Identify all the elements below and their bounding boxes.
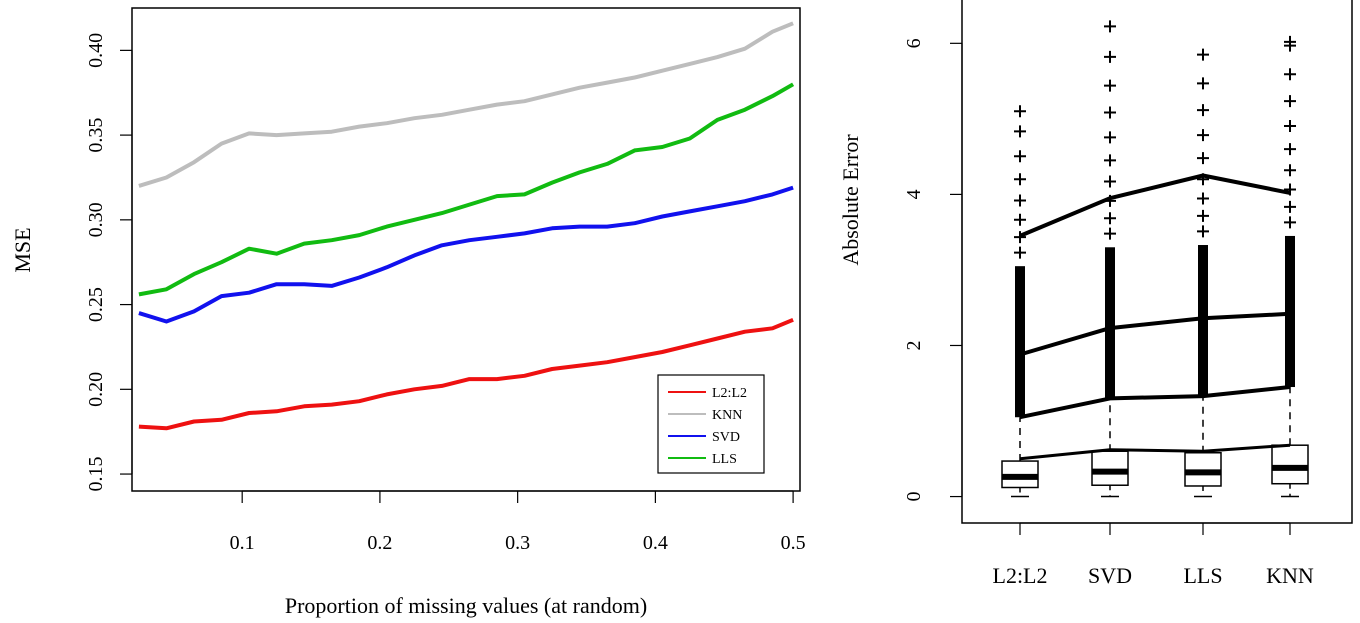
x-tick-label: L2:L2 (993, 563, 1048, 588)
outlier-marker (1197, 77, 1209, 90)
outlier-marker (1104, 131, 1116, 144)
series-line-svd (138, 185, 794, 324)
outlier-marker (1284, 68, 1296, 81)
box (1091, 450, 1129, 486)
overlay-line (1019, 385, 1291, 420)
outlier-band (1285, 235, 1295, 388)
outlier-marker (1197, 209, 1209, 222)
outlier-marker (1284, 183, 1296, 196)
outlier-marker (1197, 129, 1209, 142)
outlier-marker (1104, 227, 1116, 240)
outlier-marker (1197, 48, 1209, 61)
y-axis: 0.15 0.20 0.25 0.30 0.35 0.40 (85, 33, 133, 492)
y-tick-label: 4 (903, 189, 925, 199)
outlier-marker (1197, 104, 1209, 117)
overlay-lines (1019, 173, 1291, 461)
outlier-marker (1197, 225, 1209, 238)
legend-label: SVD (712, 430, 740, 445)
boxplot-svd (1091, 20, 1129, 498)
y-tick-label: 6 (903, 38, 925, 48)
outlier-marker (1104, 50, 1116, 63)
outlier-marker (1284, 35, 1296, 48)
y-tick-label: 0.40 (85, 33, 107, 68)
x-tick-label: KNN (1266, 563, 1314, 588)
boxplots (1001, 20, 1309, 498)
legend-label: L2:L2 (712, 386, 747, 401)
absolute-error-boxplot: 0 2 4 6 L2:L2 SVD LLS KNN Absolute Error (838, 0, 1353, 588)
overlay-line (1019, 311, 1291, 357)
outlier-marker (1284, 164, 1296, 177)
outlier-marker (1284, 143, 1296, 156)
outlier-marker (1284, 200, 1296, 213)
x-tick-label: 0.3 (505, 532, 530, 554)
outlier-marker (1014, 125, 1026, 138)
x-tick-label: 0.5 (781, 532, 806, 554)
series-line-l2-l2 (138, 317, 794, 431)
outlier-marker (1014, 194, 1026, 207)
outlier-marker (1284, 120, 1296, 133)
x-tick-label: 0.2 (367, 532, 392, 554)
y-tick-label: 0 (903, 492, 925, 502)
x-tick-label: SVD (1088, 563, 1132, 588)
outlier-marker (1104, 106, 1116, 119)
outlier-band (1198, 245, 1208, 397)
outlier-marker (1014, 150, 1026, 163)
overlay-line (1019, 173, 1291, 238)
x-axis: L2:L2 SVD LLS KNN (993, 522, 1314, 588)
outlier-band (1105, 247, 1115, 399)
series-line-knn (138, 21, 794, 188)
outlier-marker (1284, 216, 1296, 229)
outlier-marker (1014, 231, 1026, 244)
series-line-lls (138, 82, 795, 297)
outlier-marker (1014, 246, 1026, 259)
box (1184, 451, 1222, 487)
x-tick-label: 0.4 (643, 532, 668, 554)
boxplot-lls (1184, 48, 1222, 498)
y-axis-label: Absolute Error (838, 134, 863, 266)
overlay-line (1019, 443, 1291, 461)
legend-label: LLS (712, 452, 737, 467)
outlier-marker (1014, 173, 1026, 186)
x-axis: 0.1 0.2 0.3 0.4 0.5 (230, 490, 806, 554)
legend: L2:L2 KNN SVD LLS (657, 374, 765, 474)
y-tick-label: 2 (903, 340, 925, 350)
boxplot-knn (1271, 35, 1309, 498)
outlier-marker (1014, 213, 1026, 226)
y-tick-label: 0.15 (85, 457, 107, 492)
y-axis: 0 2 4 6 (903, 38, 963, 502)
series-lines (138, 21, 795, 431)
y-tick-label: 0.35 (85, 118, 107, 153)
outlier-marker (1104, 154, 1116, 167)
outlier-marker (1284, 95, 1296, 108)
outlier-marker (1014, 105, 1026, 118)
x-tick-label: LLS (1183, 563, 1222, 588)
legend-label: KNN (712, 408, 742, 423)
outlier-band (1015, 266, 1025, 418)
y-axis-label: MSE (10, 227, 35, 272)
outlier-marker (1104, 79, 1116, 92)
x-tick-label: 0.1 (230, 532, 255, 554)
boxplot-l2-l2 (1001, 105, 1039, 498)
outlier-marker (1104, 20, 1116, 33)
mse-line-chart: 0.15 0.20 0.25 0.30 0.35 0.40 0.1 0.2 0.3 0.4 0.5… (10, 7, 806, 618)
outlier-marker (1104, 212, 1116, 225)
outlier-marker (1104, 175, 1116, 188)
y-tick-label: 0.30 (85, 202, 107, 237)
y-tick-label: 0.20 (85, 372, 107, 407)
outlier-marker (1197, 152, 1209, 165)
y-tick-label: 0.25 (85, 287, 107, 322)
box (1271, 444, 1309, 485)
x-axis-label: Proportion of missing values (at random) (285, 593, 647, 618)
outlier-marker (1197, 192, 1209, 205)
